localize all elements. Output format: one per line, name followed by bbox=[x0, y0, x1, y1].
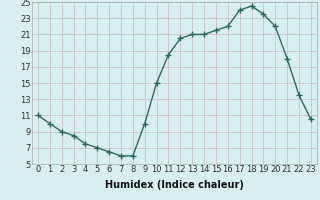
X-axis label: Humidex (Indice chaleur): Humidex (Indice chaleur) bbox=[105, 180, 244, 190]
